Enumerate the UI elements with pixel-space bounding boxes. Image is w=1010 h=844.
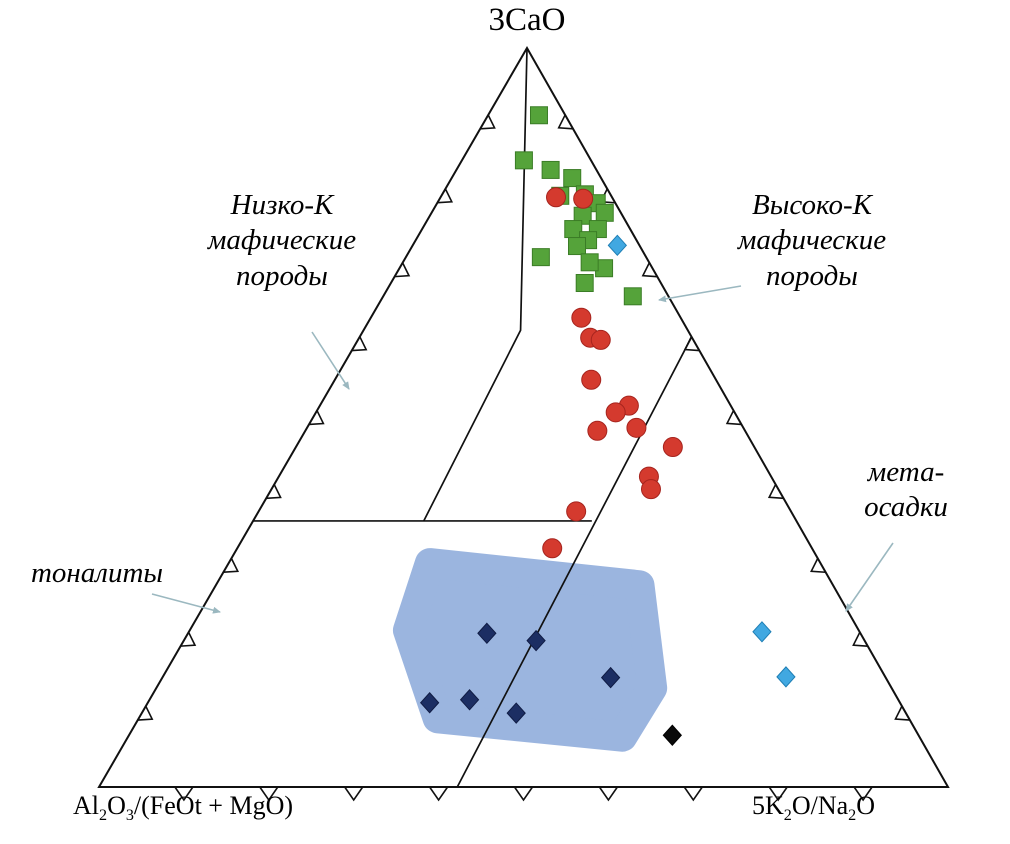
axis-label-bottom-right: 5K2O/Na2O bbox=[752, 791, 875, 825]
field-label-high-k-mafic: Высоко-K мафические породы bbox=[737, 189, 887, 292]
axis-subscript: 3 bbox=[125, 807, 134, 825]
axis-text: Al bbox=[73, 791, 99, 820]
label-arrow bbox=[845, 542, 894, 612]
data-point-square bbox=[623, 287, 642, 306]
axis-text: O bbox=[856, 791, 876, 820]
data-point-diamond bbox=[419, 692, 440, 714]
label-arrow bbox=[658, 285, 742, 303]
data-point-square bbox=[563, 169, 582, 188]
axis-label-bottom-left: Al2O3/(FeOt + MgO) bbox=[73, 791, 293, 825]
data-point-circle bbox=[571, 307, 592, 328]
series-black-diamond bbox=[662, 724, 682, 747]
data-point-circle bbox=[581, 369, 602, 390]
data-point-square bbox=[575, 274, 594, 293]
data-point-diamond bbox=[776, 666, 796, 688]
data-point-circle bbox=[566, 501, 587, 522]
field-label-low-k-mafic: Низко-K мафические породы bbox=[207, 189, 357, 292]
label-arrow bbox=[151, 593, 221, 614]
data-point-diamond bbox=[459, 689, 480, 711]
data-point-diamond bbox=[506, 702, 526, 724]
data-point-diamond bbox=[526, 629, 546, 652]
data-point-square bbox=[595, 203, 614, 222]
axis-text: /(FeOt + MgO) bbox=[133, 791, 294, 820]
data-point-circle bbox=[546, 187, 567, 208]
data-point-square bbox=[568, 237, 587, 256]
field-boundaries bbox=[253, 47, 693, 788]
series-cyan-diamonds bbox=[607, 234, 796, 688]
data-point-circle bbox=[640, 479, 661, 500]
label-arrow bbox=[311, 331, 350, 390]
axis-subscript: 2 bbox=[783, 807, 792, 825]
series-navy-diamonds bbox=[419, 622, 621, 724]
data-point-diamond bbox=[600, 666, 621, 689]
field-label-tonalites: тоналиты bbox=[30, 557, 164, 589]
data-point-circle bbox=[626, 417, 647, 438]
axis-label-top: 3CaO bbox=[488, 2, 566, 38]
data-point-circle bbox=[590, 329, 611, 350]
data-point-circle bbox=[662, 437, 683, 458]
data-point-diamond bbox=[662, 724, 682, 747]
data-point-square bbox=[514, 151, 533, 170]
axis-text: 5K bbox=[752, 791, 784, 820]
annotation-arrows bbox=[151, 285, 894, 614]
data-point-square bbox=[580, 253, 599, 272]
axis-text: O bbox=[107, 791, 126, 820]
data-point-square bbox=[529, 106, 548, 125]
data-point-square bbox=[541, 160, 560, 179]
highlight-region bbox=[392, 548, 668, 752]
data-point-diamond bbox=[752, 621, 772, 643]
data-point-circle bbox=[542, 538, 563, 559]
data-point-circle bbox=[573, 188, 594, 209]
axis-subscript: 2 bbox=[99, 807, 108, 825]
series-green-squares bbox=[514, 106, 642, 306]
axis-subscript: 2 bbox=[848, 807, 857, 825]
triangle-outline bbox=[97, 45, 950, 788]
series-red-circles bbox=[542, 187, 683, 559]
data-point-square bbox=[531, 248, 550, 267]
data-point-circle bbox=[587, 420, 608, 441]
data-point-diamond bbox=[607, 234, 628, 257]
axis-text: O/Na bbox=[791, 791, 849, 820]
data-point-diamond bbox=[477, 622, 497, 645]
data-point-circle bbox=[605, 402, 626, 423]
field-label-metasediments: мета- осадки bbox=[864, 456, 948, 524]
